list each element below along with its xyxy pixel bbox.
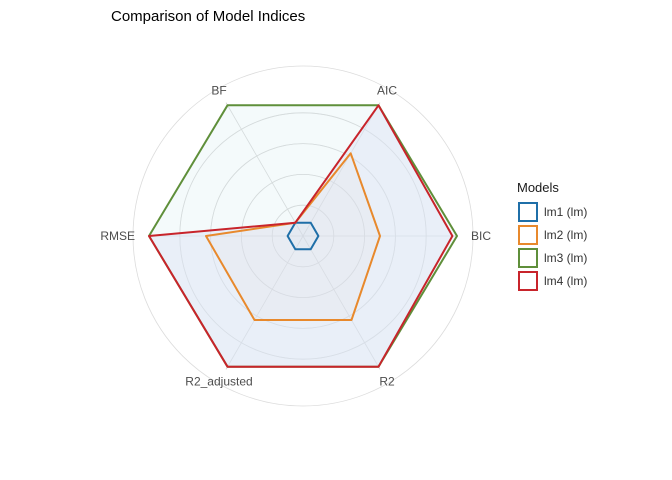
legend-key — [518, 202, 538, 222]
legend-key — [518, 225, 538, 245]
legend-label: lm1 (lm) — [544, 205, 587, 219]
chart-title: Comparison of Model Indices — [111, 8, 305, 25]
axis-label: RMSE — [100, 229, 135, 243]
legend-label: lm3 (lm) — [544, 251, 587, 265]
series-line-4 — [148, 104, 454, 368]
series-lines — [148, 104, 458, 368]
axis-label: BIC — [471, 229, 491, 243]
legend-key — [518, 248, 538, 268]
series-area-3 — [149, 105, 457, 367]
series-areas — [149, 105, 457, 367]
grid-spoke — [225, 102, 304, 237]
series-area-2 — [206, 153, 380, 320]
axis-label: R2 — [379, 375, 395, 389]
series-area-4 — [149, 105, 453, 367]
axis-labels: AIC BIC R2 R2_adjusted RMSE BF — [100, 84, 491, 389]
axis-label: R2_adjusted — [185, 375, 252, 389]
axis-label: BF — [211, 84, 226, 98]
legend-label: lm4 (lm) — [544, 274, 587, 288]
legend-label: lm2 (lm) — [544, 228, 587, 242]
grid-ring — [132, 65, 474, 407]
grid-spoke — [225, 235, 304, 370]
grid-spoke — [302, 235, 381, 370]
legend: Models lm1 (lm) lm2 (lm) lm3 (lm) lm4 (lm) — [517, 180, 587, 291]
series-area-1 — [287, 222, 319, 250]
grid-spoke — [302, 102, 381, 237]
legend-title: Models — [517, 180, 559, 195]
axis-label: AIC — [377, 84, 397, 98]
legend-key — [518, 271, 538, 291]
